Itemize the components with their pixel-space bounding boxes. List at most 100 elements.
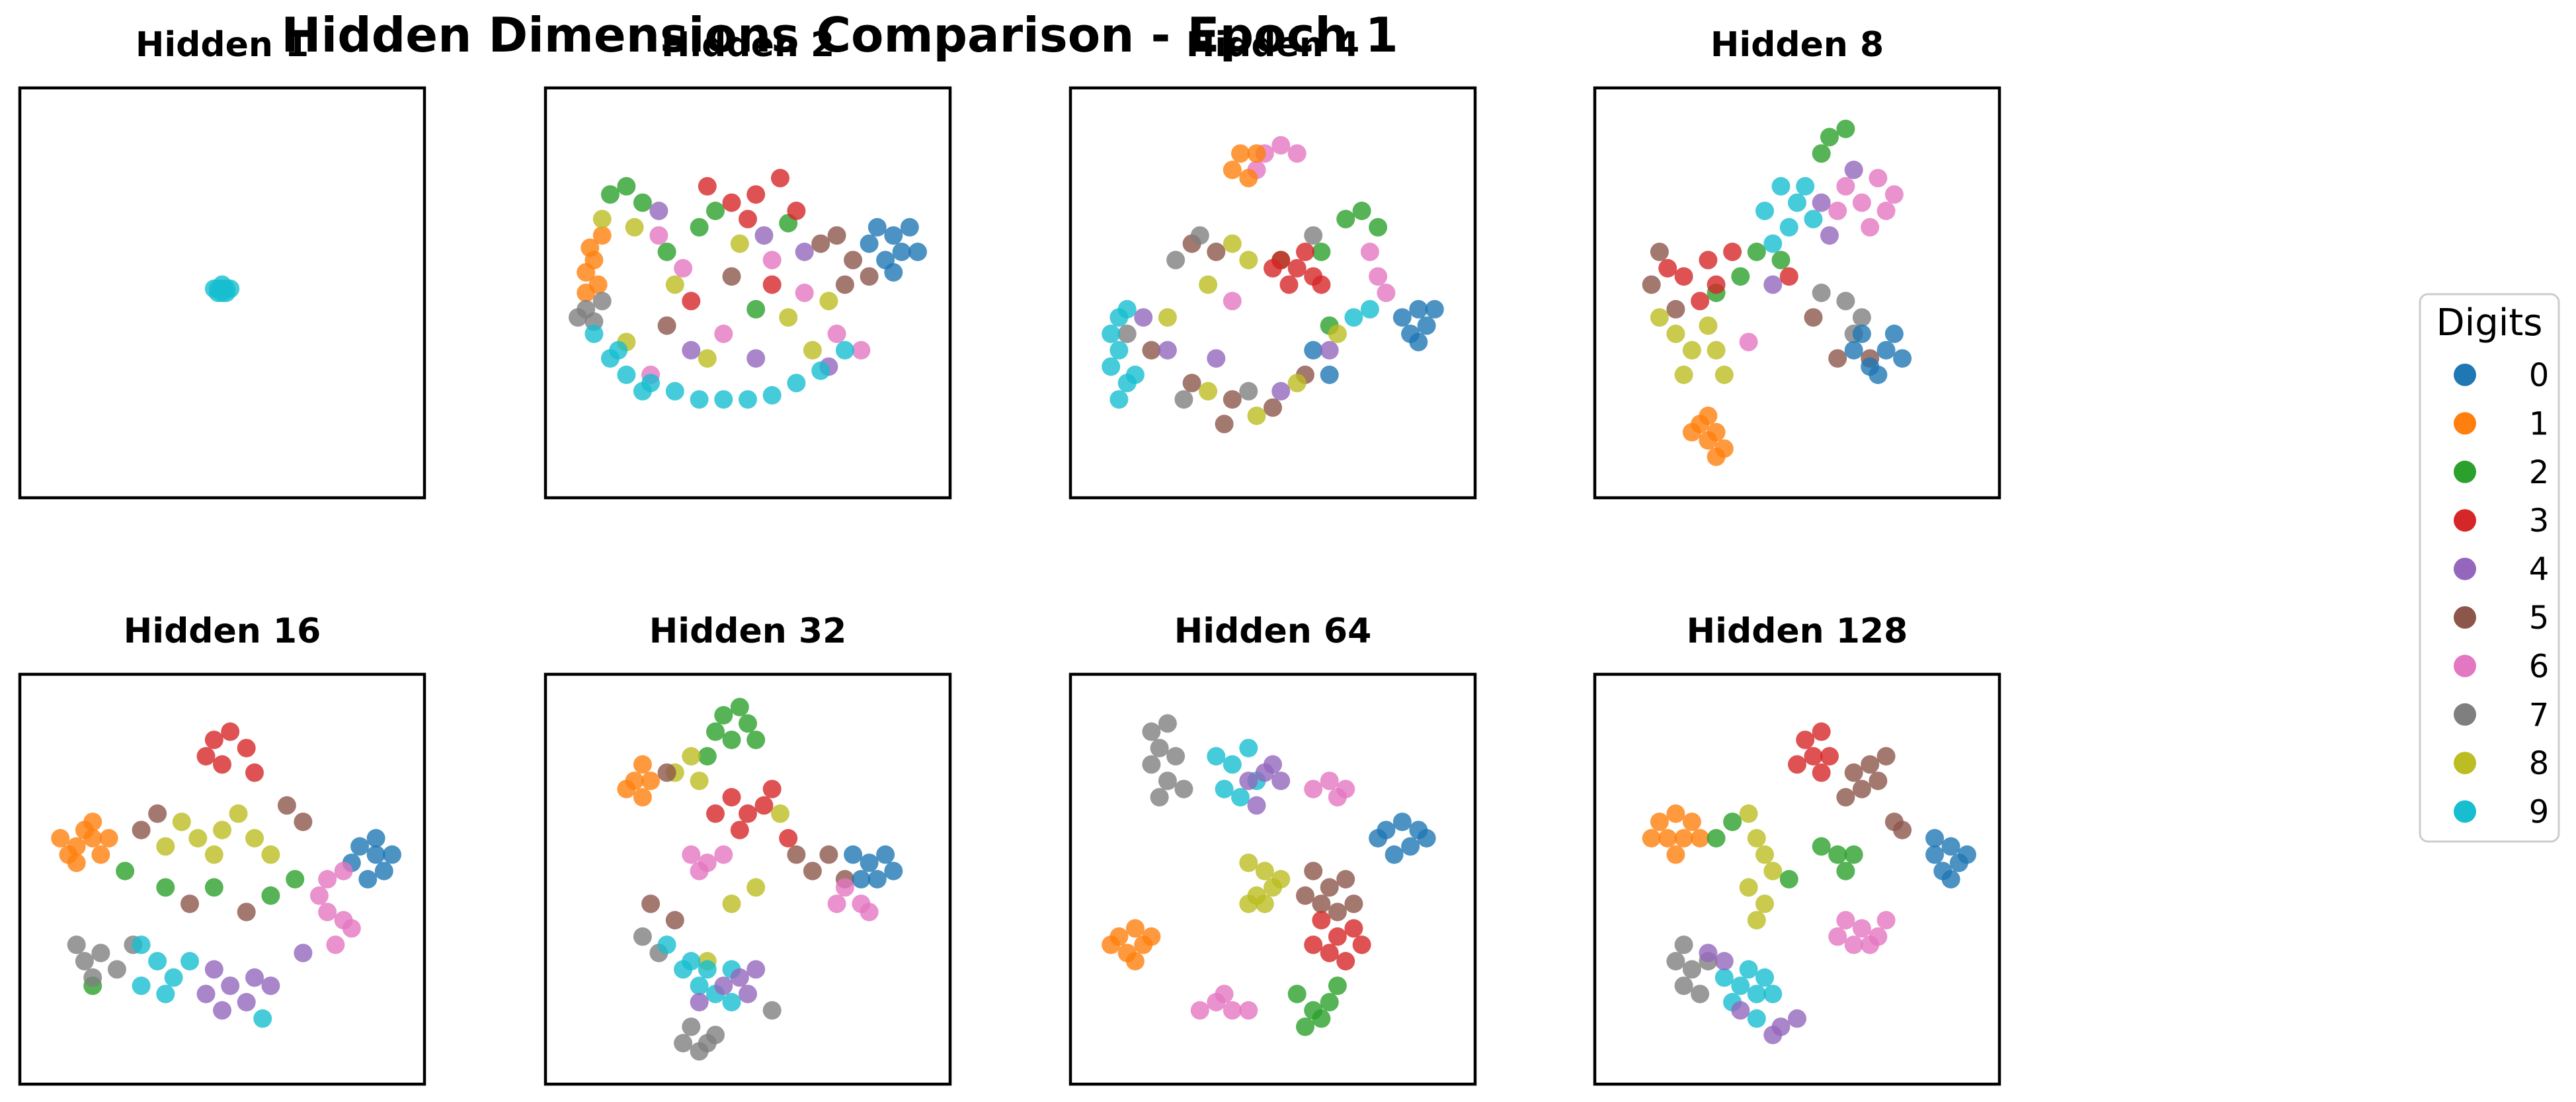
- point-digit-0: [844, 845, 863, 864]
- point-digit-3: [739, 210, 757, 229]
- point-digit-4: [261, 976, 280, 996]
- point-digit-7: [633, 927, 652, 946]
- point-digit-2: [1328, 976, 1347, 996]
- point-digit-2: [722, 730, 741, 750]
- point-digit-5: [1666, 299, 1685, 319]
- point-digit-2: [1812, 144, 1831, 163]
- point-digit-3: [771, 169, 789, 188]
- point-digit-2: [1336, 210, 1355, 229]
- point-digit-9: [1779, 217, 1798, 237]
- point-digit-4: [1714, 952, 1734, 970]
- point-digit-6: [1223, 292, 1242, 311]
- subplot-2: Hidden 2: [543, 25, 952, 500]
- point-digit-6: [682, 845, 701, 864]
- point-digit-6: [1304, 779, 1323, 799]
- point-digit-6: [1739, 333, 1758, 352]
- point-digit-9: [1117, 299, 1137, 319]
- point-digit-5: [835, 275, 854, 294]
- point-digit-7: [1674, 976, 1693, 996]
- point-digit-3: [213, 755, 231, 774]
- point-digit-8: [1739, 878, 1758, 897]
- point-digit-0: [1417, 316, 1436, 335]
- point-digit-2: [1312, 243, 1331, 261]
- point-digit-2: [116, 861, 135, 881]
- point-digit-9: [1215, 779, 1234, 799]
- point-digit-8: [771, 804, 789, 823]
- point-digit-6: [795, 284, 814, 302]
- legend-label-3: 3: [2529, 502, 2550, 539]
- point-digit-0: [1876, 340, 1896, 360]
- point-digit-4: [221, 976, 240, 996]
- point-digit-5: [181, 894, 199, 914]
- legend-marker-1: [2454, 412, 2476, 435]
- point-digit-2: [730, 697, 749, 717]
- subplot-title: Hidden 128: [1687, 611, 1908, 651]
- point-digit-8: [1666, 325, 1685, 343]
- point-digit-9: [164, 968, 183, 987]
- point-digit-5: [1207, 243, 1226, 261]
- point-digit-6: [1377, 284, 1396, 302]
- point-digit-3: [1328, 927, 1347, 946]
- point-digit-8: [1247, 407, 1266, 425]
- point-digit-7: [67, 935, 86, 955]
- point-digit-4: [746, 960, 766, 979]
- point-digit-3: [1723, 243, 1742, 261]
- point-digit-0: [1409, 299, 1428, 319]
- point-digit-6: [1844, 935, 1863, 955]
- point-digit-5: [1893, 820, 1912, 840]
- point-digit-5: [1828, 349, 1847, 368]
- point-digit-5: [657, 763, 676, 782]
- point-digit-6: [762, 251, 782, 270]
- point-digit-2: [1836, 861, 1855, 881]
- point-digit-0: [1844, 340, 1863, 360]
- point-digit-9: [132, 976, 151, 996]
- point-digit-2: [1771, 251, 1791, 270]
- point-digit-3: [196, 747, 216, 766]
- subplot-title: Hidden 4: [1186, 25, 1359, 65]
- point-digit-5: [1844, 763, 1863, 782]
- point-digit-0: [1385, 845, 1404, 864]
- point-digit-0: [366, 845, 385, 864]
- point-digit-1: [1666, 845, 1685, 864]
- point-digit-6: [1861, 935, 1880, 955]
- point-digit-9: [1763, 984, 1783, 1004]
- point-digit-8: [204, 845, 223, 864]
- point-digit-4: [1763, 275, 1783, 294]
- subplot-1: Hidden 1: [18, 25, 426, 500]
- point-digit-8: [1674, 366, 1693, 384]
- point-digit-2: [1320, 993, 1339, 1011]
- point-digit-6: [1223, 1001, 1242, 1020]
- point-digit-9: [1109, 340, 1129, 360]
- point-digit-4: [730, 968, 749, 987]
- point-digit-3: [1699, 251, 1718, 270]
- point-digit-6: [1215, 984, 1234, 1004]
- point-digit-6: [1287, 144, 1307, 163]
- legend-label-8: 8: [2529, 745, 2550, 782]
- point-digit-1: [1247, 144, 1266, 163]
- point-digit-8: [1755, 894, 1774, 914]
- point-digit-8: [213, 820, 231, 840]
- point-digit-3: [1674, 267, 1693, 286]
- point-digit-4: [1158, 340, 1177, 360]
- point-digit-1: [51, 829, 70, 847]
- point-digit-3: [762, 779, 782, 799]
- subplot-title: Hidden 2: [661, 25, 834, 65]
- point-digit-2: [746, 730, 766, 750]
- point-digit-3: [1312, 275, 1331, 294]
- point-digit-0: [1941, 870, 1960, 888]
- point-digit-1: [91, 845, 110, 864]
- point-digit-1: [1223, 161, 1242, 179]
- point-digit-5: [1852, 779, 1871, 799]
- point-digit-7: [91, 943, 110, 963]
- point-digit-1: [1239, 169, 1258, 188]
- point-digit-9: [1731, 976, 1750, 996]
- point-digit-3: [1691, 292, 1710, 311]
- point-digit-6: [318, 870, 337, 888]
- point-digit-7: [1150, 788, 1169, 807]
- point-digit-1: [67, 853, 86, 873]
- point-digit-1: [577, 263, 596, 282]
- point-digit-4: [213, 1001, 231, 1020]
- point-digit-1: [1707, 448, 1726, 466]
- point-digit-9: [1747, 1009, 1766, 1028]
- point-digit-2: [1812, 837, 1831, 856]
